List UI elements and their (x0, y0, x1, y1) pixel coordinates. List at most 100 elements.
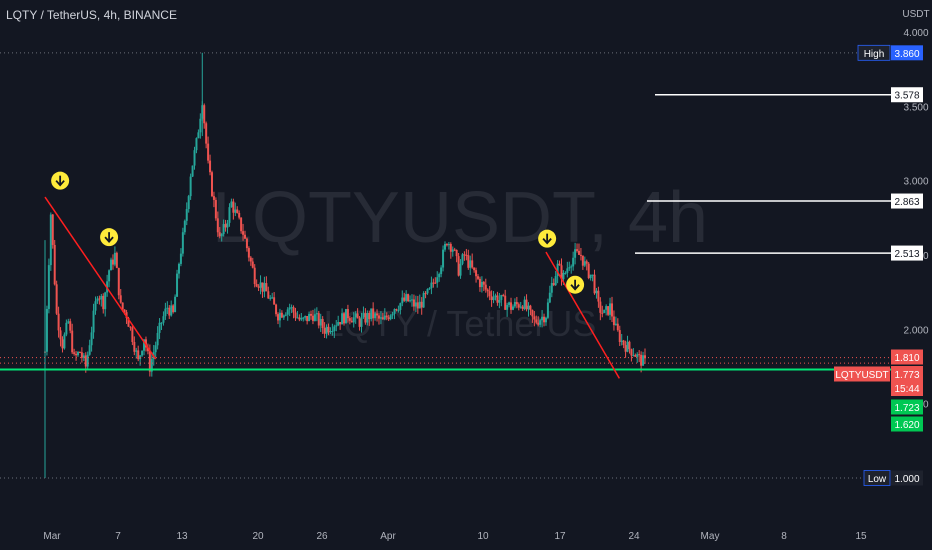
candle-body (436, 277, 439, 283)
candle-body (214, 199, 217, 219)
candle (504, 289, 507, 310)
candle-body (90, 332, 93, 346)
candle-body (343, 313, 346, 324)
candle-body (290, 307, 293, 309)
candle-body (370, 308, 373, 320)
price-value: 3.860 (894, 49, 919, 60)
candle (344, 308, 347, 324)
candle (428, 287, 431, 290)
candle-body (632, 355, 635, 357)
candle (308, 311, 311, 322)
price-value: 1.773 (894, 370, 919, 381)
candle-body (55, 284, 58, 314)
candle-body (195, 138, 198, 151)
candle-body (478, 278, 481, 288)
candle (531, 309, 534, 323)
candle (401, 290, 404, 307)
candle (414, 295, 417, 312)
candle-body (622, 340, 625, 346)
candle-body (376, 313, 379, 316)
price-box (891, 87, 923, 103)
candle-body (393, 309, 396, 314)
candle (445, 243, 448, 247)
candle-body (123, 309, 126, 313)
candle (438, 272, 441, 282)
candle (63, 332, 66, 350)
candle (527, 302, 530, 317)
x-tick-label: 26 (316, 531, 328, 542)
candle (601, 305, 604, 318)
candle-body (383, 315, 386, 320)
candle-body (453, 249, 456, 251)
candle (609, 297, 612, 320)
candle (607, 306, 610, 317)
candle (302, 316, 305, 322)
candle-body (374, 313, 377, 319)
candle (304, 315, 307, 321)
candle-body (560, 265, 563, 280)
candle-body (172, 305, 175, 313)
candle (78, 351, 81, 354)
candle (484, 278, 487, 293)
candle (529, 304, 532, 316)
candle-body (199, 118, 202, 133)
candle (352, 312, 355, 328)
candle (67, 318, 70, 324)
candle (57, 306, 60, 338)
candle (469, 255, 472, 276)
candle (319, 313, 322, 332)
candle-body (591, 274, 594, 276)
candle (193, 146, 196, 170)
candle (282, 314, 285, 320)
candle (292, 305, 295, 319)
price-box (891, 193, 923, 209)
candle (137, 345, 140, 362)
candle-body (624, 345, 627, 352)
candle-body (354, 313, 357, 318)
marker-head (104, 236, 114, 244)
candle-body (224, 224, 227, 228)
candle (329, 327, 332, 335)
candle (358, 316, 361, 331)
candle (65, 319, 68, 337)
candle-body (185, 209, 188, 221)
candle-body (451, 249, 454, 252)
candle (568, 261, 571, 271)
candle-body (636, 354, 639, 357)
candle-body (634, 355, 637, 357)
candle (55, 280, 58, 315)
candle (113, 246, 116, 267)
candle-body (535, 319, 538, 323)
candle-body (391, 313, 394, 316)
candle (92, 303, 95, 339)
candle-body (292, 307, 295, 313)
candle (393, 308, 396, 320)
candle-body (331, 331, 334, 333)
candle (490, 290, 493, 307)
candle-body (191, 165, 194, 177)
candle-body (403, 297, 406, 301)
candle-body (424, 293, 427, 295)
candle (176, 269, 179, 298)
candle-body (461, 254, 464, 264)
candle-body (141, 350, 144, 356)
candle (581, 255, 584, 270)
candle-body (53, 244, 56, 285)
x-tick-label: 8 (781, 531, 787, 542)
price-value: 3.578 (894, 91, 919, 102)
candle-body (164, 308, 167, 317)
candle (412, 294, 415, 311)
candle-body (612, 316, 615, 326)
candle (267, 286, 270, 299)
candle (451, 246, 454, 257)
candle (88, 339, 91, 356)
down-arrow-marker-icon (51, 171, 70, 190)
candle (546, 298, 549, 320)
candle-body (261, 282, 264, 292)
candle (251, 257, 254, 269)
candle (409, 295, 412, 303)
candle-body (238, 212, 241, 218)
candle-body (187, 196, 190, 210)
candle (249, 255, 252, 266)
